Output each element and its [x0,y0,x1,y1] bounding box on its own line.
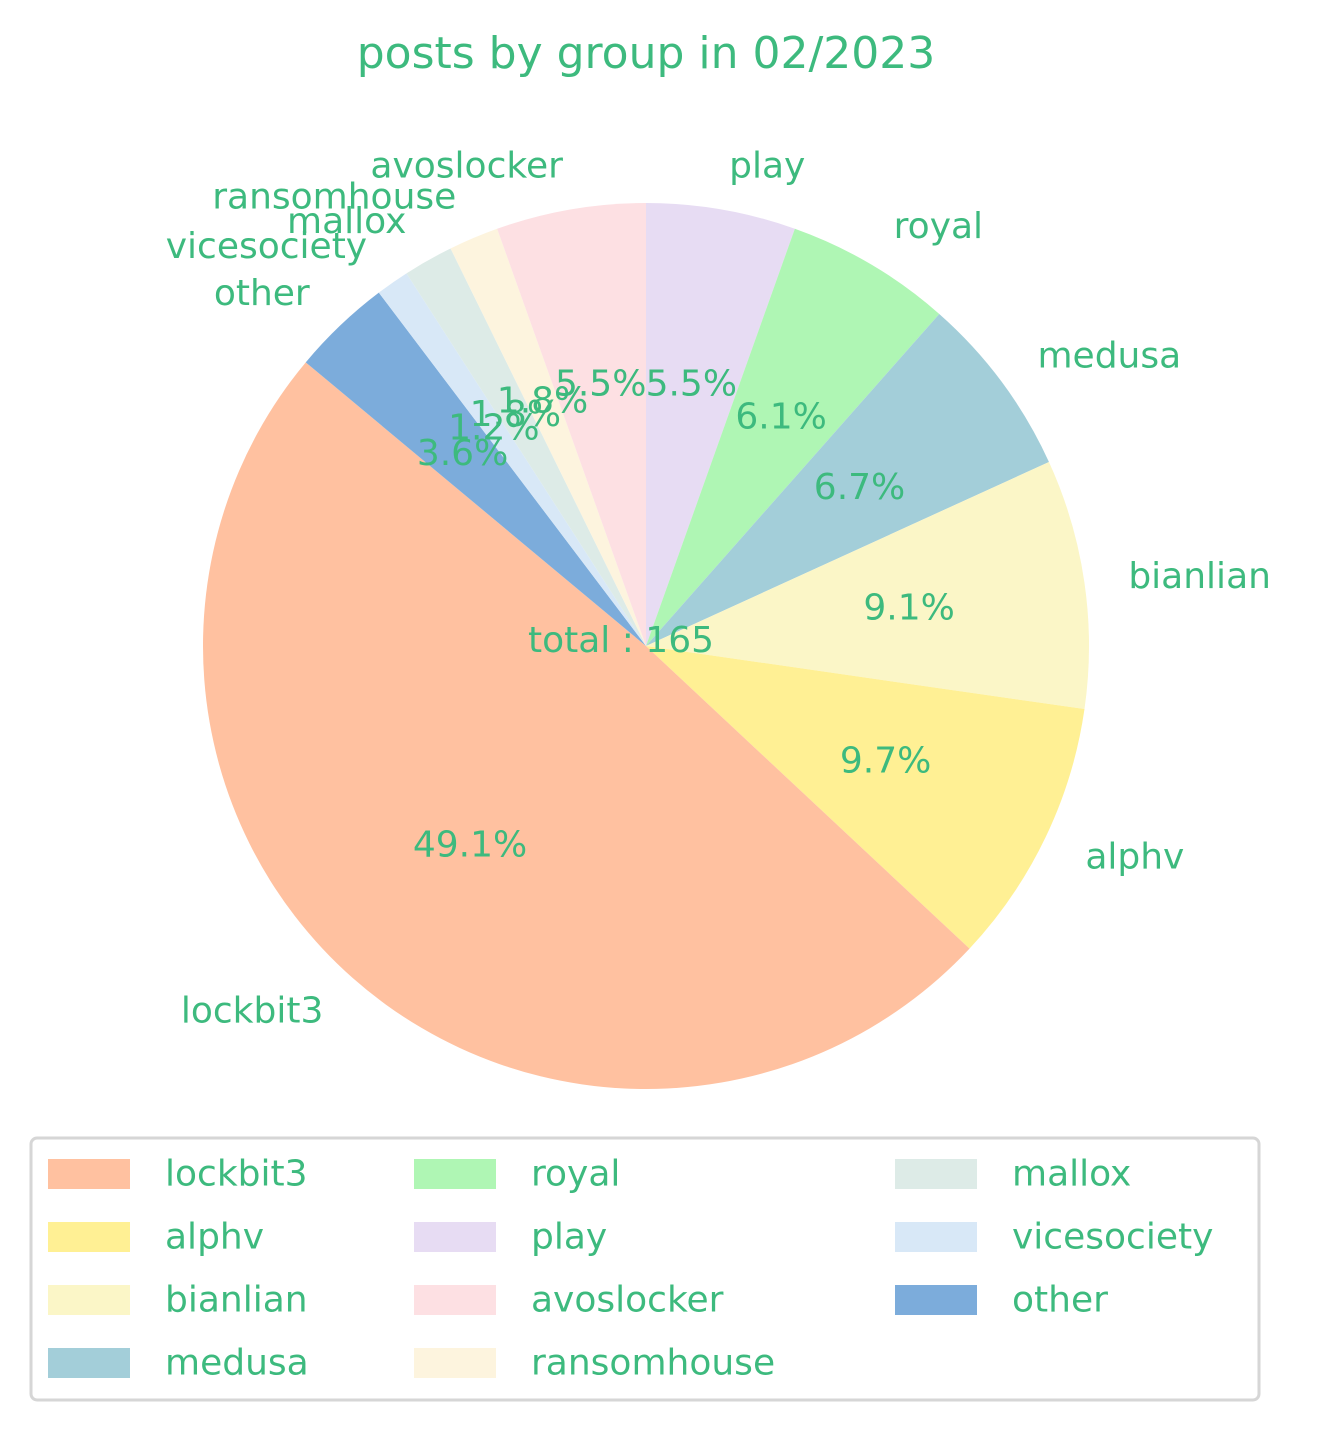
percent-label-other: 3.6% [417,433,508,474]
legend-label-other: other [1012,1280,1108,1321]
slice-label-bianlian: bianlian [1128,556,1271,597]
chart-title: posts by group in 02/2023 [357,28,936,79]
percent-label-medusa: 6.7% [814,467,905,508]
legend-item-mallox: mallox [895,1154,1131,1195]
legend-swatch-mallox [895,1159,977,1189]
percent-label-bianlian: 9.1% [863,588,954,629]
slice-avoslocker [497,203,646,646]
legend-item-alphv: alphv [48,1217,264,1258]
percent-label-ransomhouse: 1.8% [497,381,588,422]
legend-label-alphv: alphv [165,1217,264,1258]
slice-labels: play royal medusa bianlian alphv lockbit3 othe… [166,145,1271,1031]
slice-label-ransomhouse: ransomhouse [212,177,456,218]
legend-item-other: other [895,1280,1108,1321]
slice-ransomhouse [450,228,646,646]
slice-medusa [646,313,1049,646]
legend-label-bianlian: bianlian [165,1280,308,1321]
percent-label-vicesociety: 1.2% [448,408,539,449]
legend-item-avoslocker: avoslocker [414,1280,724,1321]
slice-royal [646,228,940,646]
slice-label-avoslocker: avoslocker [370,145,563,186]
slice-label-other: other [214,273,310,314]
percent-label-lockbit3: 49.1% [413,825,527,866]
slice-label-royal: royal [894,206,983,247]
legend: lockbit3 alphv bianlian medusa royal play avos… [29,1136,1261,1402]
legend-swatch-lockbit3 [48,1159,130,1189]
slice-label-vicesociety: vicesociety [166,226,367,267]
slice-label-play: play [729,145,805,186]
slice-label-mallox: mallox [287,201,406,242]
legend-swatch-royal [414,1159,496,1189]
percent-label-mallox: 1.8% [470,394,561,435]
legend-swatch-medusa [48,1348,130,1378]
percent-label-play: 5.5% [646,364,737,405]
legend-item-play: play [414,1217,607,1258]
percent-label-alphv: 9.7% [840,741,931,782]
slice-lockbit3 [202,362,970,1089]
legend-item-medusa: medusa [48,1343,309,1384]
legend-item-royal: royal [414,1154,620,1195]
legend-frame [29,1136,1261,1402]
slice-vicesociety [378,273,646,646]
percent-labels: 5.5%6.1%6.7%9.1%9.7%49.1%3.6%1.2%1.8%1.8… [413,364,955,866]
legend-swatch-play [414,1222,496,1252]
legend-item-ransomhouse: ransomhouse [414,1343,775,1384]
legend-label-lockbit3: lockbit3 [165,1154,308,1195]
legend-label-ransomhouse: ransomhouse [531,1343,775,1384]
slice-label-alphv: alphv [1085,836,1184,877]
slice-label-medusa: medusa [1037,335,1181,376]
percent-label-avoslocker: 5.5% [555,364,646,405]
slice-label-lockbit3: lockbit3 [181,991,324,1032]
legend-label-vicesociety: vicesociety [1012,1217,1213,1258]
slice-other [305,292,646,646]
slice-play [646,203,795,646]
legend-label-royal: royal [531,1154,620,1195]
legend-swatch-ransomhouse [414,1348,496,1378]
legend-swatch-bianlian [48,1285,130,1315]
legend-item-lockbit3: lockbit3 [48,1154,308,1195]
percent-label-royal: 6.1% [735,397,826,438]
legend-swatch-avoslocker [414,1285,496,1315]
legend-label-avoslocker: avoslocker [531,1280,724,1321]
slice-alphv [646,646,1085,949]
legend-label-mallox: mallox [1012,1154,1131,1195]
legend-swatch-vicesociety [895,1222,977,1252]
slice-mallox [406,248,646,646]
pie-slices [202,203,1089,1089]
legend-item-vicesociety: vicesociety [895,1217,1213,1258]
legend-swatch-alphv [48,1222,130,1252]
legend-item-bianlian: bianlian [48,1280,308,1321]
legend-swatch-other [895,1285,977,1315]
center-total-label: total : 165 [528,620,714,661]
legend-label-play: play [531,1217,607,1258]
legend-label-medusa: medusa [165,1343,309,1384]
slice-bianlian [646,461,1089,710]
